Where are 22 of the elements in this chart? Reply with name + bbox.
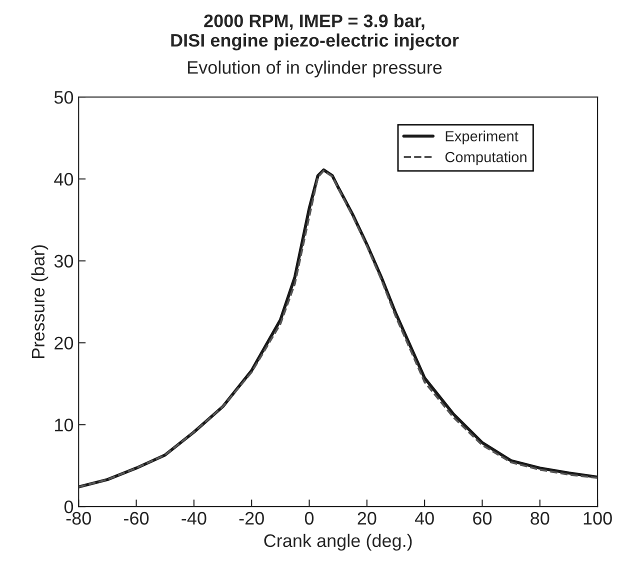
x-tick-label: -80 (66, 512, 91, 525)
y-tick-label: 0 (64, 500, 74, 514)
x-tick-label: 0 (304, 512, 314, 525)
y-tick-label: 30 (54, 254, 74, 268)
y-tick-label: 50 (54, 90, 74, 104)
x-tick-label: 100 (584, 512, 612, 525)
legend-label: Computation (445, 152, 526, 166)
x-tick-label: 60 (473, 512, 492, 525)
x-tick-label: -60 (124, 512, 149, 525)
y-tick-label: 20 (54, 336, 74, 350)
y-tick-label: 10 (55, 418, 74, 432)
y-axis-title: Pressure (bar) (31, 245, 48, 358)
x-axis-title: Crank angle (deg.) (264, 534, 412, 551)
x-tick-label: -20 (239, 512, 264, 525)
x-tick-label: 80 (530, 512, 550, 525)
legend-label: Experiment (446, 130, 518, 144)
chart-title: 2000 RPM, IMEP = 3.9 bar, DISI engine piezo-electric injector (171, 14, 459, 50)
x-tick-label: 20 (358, 512, 376, 525)
x-tick-label: 40 (414, 512, 434, 525)
x-tick-label: -40 (182, 512, 206, 525)
y-tick-label: 40 (54, 172, 74, 186)
chart-subtitle: Evolution of in cylinder pressure (188, 60, 442, 78)
